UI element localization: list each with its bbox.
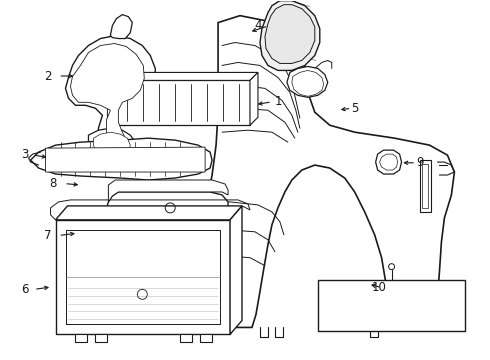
Polygon shape [200,334,212,342]
Polygon shape [94,132,130,160]
Polygon shape [71,44,144,144]
Text: 8: 8 [49,177,57,190]
Polygon shape [260,1,320,71]
Polygon shape [55,206,242,220]
Polygon shape [89,128,135,164]
Polygon shape [110,15,132,39]
Polygon shape [30,138,212,180]
Text: 7: 7 [44,229,51,242]
Polygon shape [422,164,428,208]
Polygon shape [96,334,107,342]
Text: 5: 5 [351,102,359,115]
Text: 9: 9 [416,156,423,169]
Polygon shape [192,15,454,328]
Text: 2: 2 [44,69,51,82]
Polygon shape [108,180,228,202]
Text: 3: 3 [21,148,28,161]
Polygon shape [380,154,397,170]
Polygon shape [318,280,466,332]
Polygon shape [376,150,401,174]
Polygon shape [115,72,258,80]
Text: 10: 10 [372,281,387,294]
Polygon shape [230,206,242,334]
Polygon shape [180,334,192,342]
Text: 1: 1 [274,95,282,108]
Text: 6: 6 [21,283,29,296]
Polygon shape [265,5,315,63]
Polygon shape [75,334,87,342]
Polygon shape [287,67,328,97]
Polygon shape [105,192,228,224]
Polygon shape [115,80,250,125]
Polygon shape [66,36,155,155]
Polygon shape [46,147,205,172]
Polygon shape [55,220,230,334]
Polygon shape [419,160,432,212]
Text: 4: 4 [255,19,262,32]
Polygon shape [250,72,258,125]
Polygon shape [292,71,324,96]
